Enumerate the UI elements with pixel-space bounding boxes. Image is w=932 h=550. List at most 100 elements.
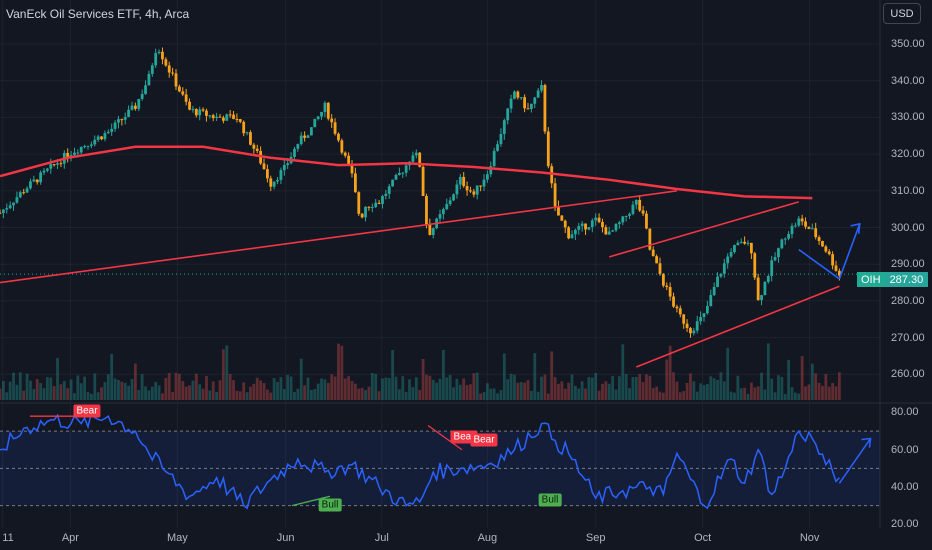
volume-bar xyxy=(641,382,645,400)
volume-bar xyxy=(96,392,100,400)
candle-body xyxy=(749,242,753,254)
volume-bar xyxy=(587,377,591,400)
candle-body xyxy=(570,234,574,239)
volume-bar xyxy=(655,386,659,400)
volume-bar xyxy=(18,372,22,400)
volume-bar xyxy=(408,379,411,400)
time-tick-label: May xyxy=(166,532,188,544)
candle-body xyxy=(668,287,672,297)
volume-bar xyxy=(208,390,212,400)
volume-bar xyxy=(753,387,757,400)
volume-bar xyxy=(343,378,347,400)
volume-bar xyxy=(286,374,290,400)
volume-bar xyxy=(462,378,466,400)
volume-bar xyxy=(140,374,144,400)
candle-body xyxy=(18,192,22,198)
volume-bar xyxy=(631,376,635,400)
candle-body xyxy=(573,229,577,235)
volume-bar xyxy=(198,384,202,400)
candle-body xyxy=(695,321,699,331)
volume-bar xyxy=(184,386,188,400)
volume-bar xyxy=(381,378,384,400)
candle-body xyxy=(113,122,117,129)
volume-bar xyxy=(306,377,310,400)
candle-body xyxy=(340,140,344,153)
rsi-tick-label: 20.00 xyxy=(891,518,919,531)
volume-bar xyxy=(188,385,191,400)
candle-body xyxy=(293,148,296,157)
candle-body xyxy=(208,115,212,117)
volume-bar xyxy=(756,386,760,400)
price-tick-label: 350.00 xyxy=(891,38,925,51)
volume-bar xyxy=(49,377,53,400)
candle-body xyxy=(611,230,615,232)
volume-bar xyxy=(621,344,625,400)
volume-bar xyxy=(557,383,560,400)
candle-body xyxy=(469,190,472,192)
volume-bar xyxy=(316,383,320,400)
volume-bar xyxy=(299,358,303,400)
volume-bar xyxy=(32,389,36,400)
candle-body xyxy=(736,242,740,246)
candle-body xyxy=(93,139,97,145)
candle-body xyxy=(607,231,611,235)
time-tick-label: Oct xyxy=(694,532,712,544)
volume-bar xyxy=(739,388,743,400)
volume-bar xyxy=(489,388,493,400)
candle-body xyxy=(448,200,452,205)
volume-bar xyxy=(533,353,537,400)
volume-bar xyxy=(289,376,293,400)
candle-body xyxy=(567,227,571,239)
candle-body xyxy=(777,248,780,258)
candle-body xyxy=(513,91,516,99)
moving-average-line xyxy=(0,145,813,200)
volume-bar xyxy=(824,374,828,400)
candle-body xyxy=(397,172,401,175)
volume-bar xyxy=(15,384,19,400)
candle-body xyxy=(242,121,246,134)
rsi-bear-label-3: Bear xyxy=(470,433,498,447)
volume-bar xyxy=(519,382,523,400)
volume-bar xyxy=(492,388,496,400)
volume-bar xyxy=(726,347,730,400)
candle-body xyxy=(496,144,499,151)
volume-bar xyxy=(394,376,398,400)
volume-bar xyxy=(384,377,388,400)
volume-bar xyxy=(130,379,134,400)
volume-bar xyxy=(421,358,425,400)
candle-body xyxy=(8,205,12,209)
rsi-bull-label-2: Bull xyxy=(538,493,562,507)
volume-bar xyxy=(702,384,706,400)
price-tick-label: 290.00 xyxy=(891,258,925,271)
volume-bar xyxy=(590,377,594,400)
candle-body xyxy=(262,163,266,170)
price-tick-label: 270.00 xyxy=(891,331,925,344)
candle-body xyxy=(52,164,56,166)
currency-button[interactable]: USD xyxy=(883,3,921,24)
candle-body xyxy=(296,144,300,149)
volume-bar xyxy=(570,374,574,400)
candle-body xyxy=(452,194,455,201)
candle-body xyxy=(343,152,347,156)
candle-body xyxy=(245,132,249,134)
volume-bar xyxy=(638,374,642,400)
rsi-bear-label-1: Bear xyxy=(73,404,101,418)
trendline-line xyxy=(0,190,678,284)
volume-bar xyxy=(458,384,462,400)
volume-bar xyxy=(682,391,686,400)
candle-body xyxy=(604,227,608,235)
price-tick-label: 280.00 xyxy=(891,294,925,307)
candle-body xyxy=(201,109,205,111)
volume-bar xyxy=(62,381,66,400)
candle-body xyxy=(739,241,743,243)
rsi-panel xyxy=(0,411,880,510)
candle-body xyxy=(83,146,87,148)
candle-body xyxy=(353,173,357,193)
projection-line xyxy=(798,248,840,280)
volume-bar xyxy=(69,379,73,400)
candle-body xyxy=(198,109,202,116)
rsi-tick-label: 80.00 xyxy=(891,406,919,419)
candle-body xyxy=(787,234,791,239)
candle-body xyxy=(533,97,537,104)
candle-body xyxy=(756,277,760,301)
